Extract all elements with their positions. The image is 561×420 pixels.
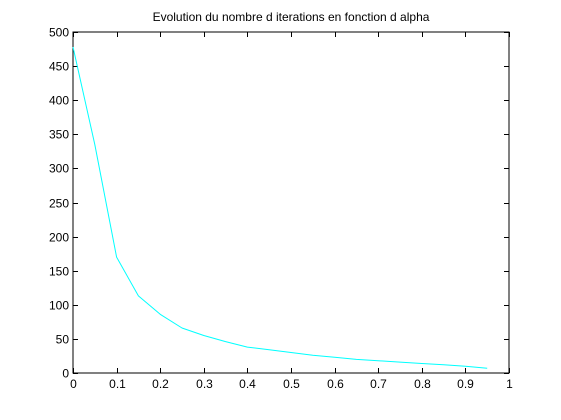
y-tick-label: 100 <box>49 299 69 313</box>
y-tick-label: 350 <box>49 128 69 142</box>
y-tick-label: 450 <box>49 60 69 74</box>
y-tick-label: 250 <box>49 197 69 211</box>
axes: 0 0.1 0.2 0.3 0.4 0.5 0.6 0.7 0.8 0.9 1 0 50 100 150 20… <box>49 26 513 392</box>
x-tick-label: 0.5 <box>283 377 300 391</box>
x-tick-label: 0.9 <box>457 377 474 391</box>
y-tick-label: 50 <box>56 333 70 347</box>
y-tick-label: 150 <box>49 265 69 279</box>
y-tick-label: 0 <box>62 367 69 381</box>
y-tick-label: 500 <box>49 26 69 40</box>
x-tick-label: 0.7 <box>370 377 387 391</box>
x-tick-label: 0.6 <box>327 377 344 391</box>
series-group <box>72 46 488 369</box>
x-tick-label: 0.8 <box>414 377 431 391</box>
x-tick-label: 1 <box>506 377 513 391</box>
y-tick-label: 200 <box>49 231 69 245</box>
x-tick-label: 0 <box>70 377 77 391</box>
y-tick-label: 300 <box>49 162 69 176</box>
series-line <box>72 46 488 369</box>
x-tick-label: 0.4 <box>239 377 256 391</box>
x-tick-label: 0.3 <box>196 377 213 391</box>
x-tick-label: 0.1 <box>109 377 126 391</box>
y-tick-label: 400 <box>49 94 69 108</box>
x-tick-label: 0.2 <box>152 377 169 391</box>
chart-title: Evolution du nombre d iterations en fonc… <box>153 10 430 24</box>
